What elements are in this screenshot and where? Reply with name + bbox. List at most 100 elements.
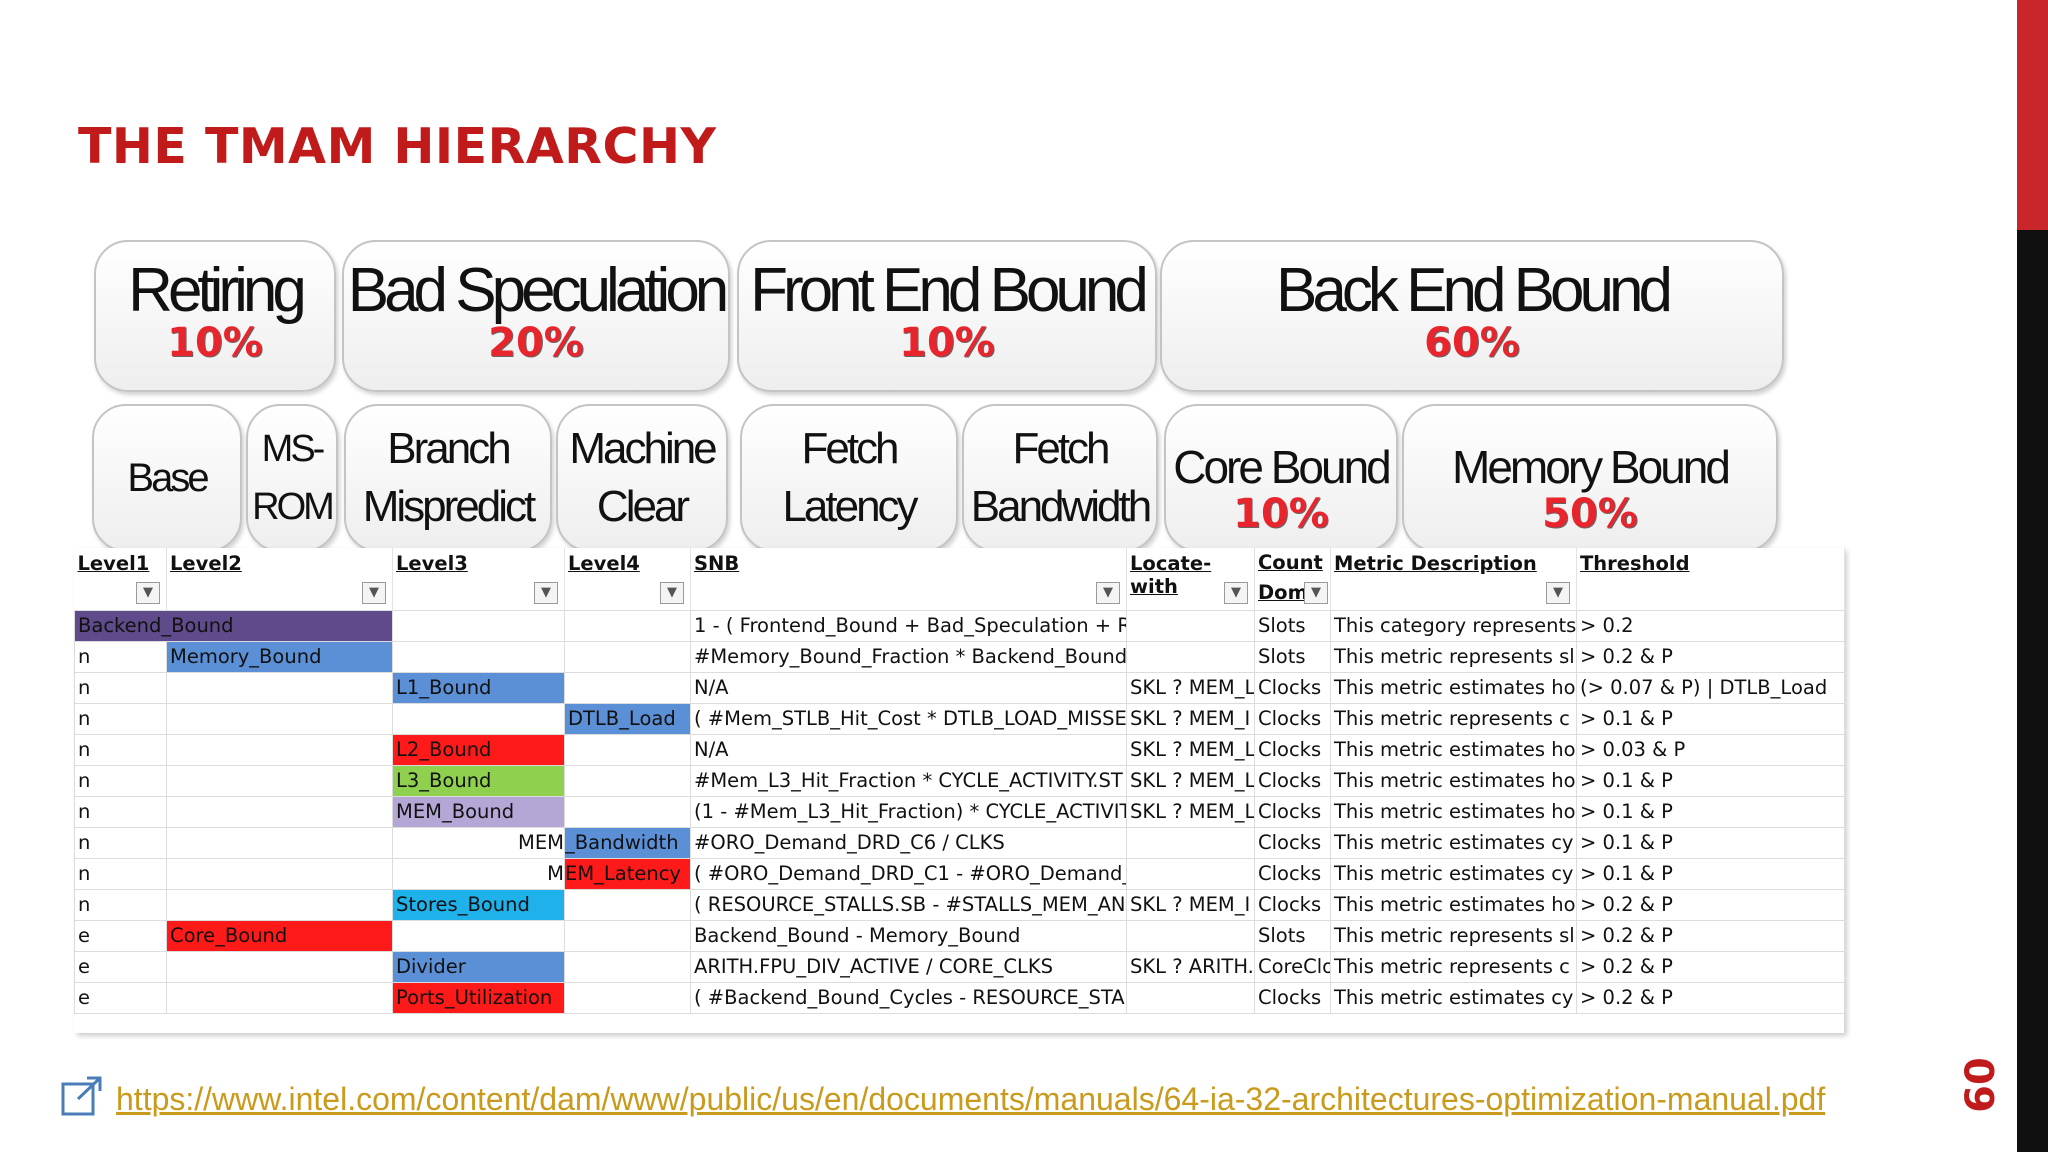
table-cell[interactable] xyxy=(564,640,691,673)
table-cell[interactable]: Stores_Bound xyxy=(392,888,565,921)
table-cell[interactable]: ( #Backend_Bound_Cycles - RESOURCE_STALL… xyxy=(690,981,1127,1014)
table-cell[interactable] xyxy=(166,950,393,983)
table-cell[interactable] xyxy=(166,671,393,704)
table-cell[interactable]: L2_Bound xyxy=(392,733,565,766)
table-cell[interactable]: ( #ORO_Demand_DRD_C1 - #ORO_Demand_DRD_C… xyxy=(690,857,1127,890)
table-cell[interactable]: This metric estimates ho xyxy=(1330,764,1577,797)
table-cell[interactable]: This metric estimates cy xyxy=(1330,826,1577,859)
table-cell[interactable]: DTLB_Load xyxy=(564,702,691,735)
table-cell[interactable] xyxy=(392,609,565,642)
table-cell[interactable]: > 0.2 & P xyxy=(1576,888,1845,921)
table-cell[interactable]: n xyxy=(74,640,167,673)
table-cell[interactable]: > 0.2 xyxy=(1576,609,1845,642)
table-cell[interactable]: _Bandwidth xyxy=(564,826,691,859)
table-cell[interactable]: n xyxy=(74,795,167,828)
table-cell[interactable] xyxy=(166,795,393,828)
table-cell[interactable]: > 0.2 & P xyxy=(1576,950,1845,983)
table-cell[interactable]: This metric represents c xyxy=(1330,950,1577,983)
table-cell[interactable]: > 0.2 & P xyxy=(1576,919,1845,952)
table-cell[interactable]: Clocks xyxy=(1254,764,1331,797)
table-cell[interactable]: n xyxy=(74,702,167,735)
filter-dropdown-icon[interactable]: ▼ xyxy=(362,581,386,604)
table-cell[interactable]: #Memory_Bound_Fraction * Backend_Bound xyxy=(690,640,1127,673)
table-cell[interactable]: > 0.03 & P xyxy=(1576,733,1845,766)
table-cell[interactable] xyxy=(1126,826,1255,859)
table-cell[interactable]: > 0.1 & P xyxy=(1576,826,1845,859)
table-cell[interactable]: L1_Bound xyxy=(392,671,565,704)
table-cell[interactable]: L3_Bound xyxy=(392,764,565,797)
table-cell[interactable]: Clocks xyxy=(1254,795,1331,828)
table-cell[interactable]: n xyxy=(74,733,167,766)
table-cell[interactable]: This metric estimates cy xyxy=(1330,981,1577,1014)
table-cell[interactable]: ( RESOURCE_STALLS.SB - #STALLS_MEM_AN xyxy=(690,888,1127,921)
table-cell[interactable]: Clocks xyxy=(1254,981,1331,1014)
table-cell[interactable]: Clocks xyxy=(1254,733,1331,766)
table-cell[interactable]: M xyxy=(392,857,565,890)
table-cell[interactable]: > 0.2 & P xyxy=(1576,981,1845,1014)
table-cell[interactable]: Ports_Utilization xyxy=(392,981,565,1014)
table-cell[interactable]: SKL ? ARITH.I xyxy=(1126,950,1255,983)
table-cell[interactable]: MEM xyxy=(392,826,565,859)
table-cell[interactable] xyxy=(564,919,691,952)
table-cell[interactable]: This metric estimates ho xyxy=(1330,733,1577,766)
table-cell[interactable] xyxy=(1126,857,1255,890)
table-cell[interactable]: This metric represents c xyxy=(1330,702,1577,735)
table-cell[interactable]: Clocks xyxy=(1254,888,1331,921)
table-cell[interactable]: This category represents xyxy=(1330,609,1577,642)
table-cell[interactable]: n xyxy=(74,764,167,797)
table-cell[interactable] xyxy=(564,764,691,797)
table-cell[interactable]: MEM_Bound xyxy=(392,795,565,828)
table-cell[interactable]: SKL ? MEM_L xyxy=(1126,764,1255,797)
table-cell[interactable] xyxy=(166,857,393,890)
table-cell[interactable]: This metric estimates ho xyxy=(1330,671,1577,704)
table-cell[interactable]: This metric represents sl xyxy=(1330,640,1577,673)
table-cell[interactable] xyxy=(166,981,393,1014)
table-cell[interactable] xyxy=(392,919,565,952)
table-cell[interactable]: n xyxy=(74,888,167,921)
table-cell[interactable] xyxy=(564,609,691,642)
table-cell[interactable]: SKL ? MEM_L xyxy=(1126,795,1255,828)
table-cell[interactable]: n xyxy=(74,857,167,890)
table-cell[interactable]: n xyxy=(74,826,167,859)
table-cell[interactable]: > 0.1 & P xyxy=(1576,702,1845,735)
table-cell[interactable] xyxy=(1126,919,1255,952)
table-cell[interactable]: SKL ? MEM_I xyxy=(1126,702,1255,735)
table-cell[interactable]: SKL ? MEM_L xyxy=(1126,733,1255,766)
table-cell[interactable]: > 0.1 & P xyxy=(1576,764,1845,797)
filter-dropdown-icon[interactable]: ▼ xyxy=(1224,581,1248,604)
table-cell[interactable] xyxy=(564,671,691,704)
table-cell[interactable]: Divider xyxy=(392,950,565,983)
table-cell[interactable]: This metric estimates ho xyxy=(1330,795,1577,828)
table-cell[interactable] xyxy=(1126,981,1255,1014)
table-cell[interactable]: ARITH.FPU_DIV_ACTIVE / CORE_CLKS xyxy=(690,950,1127,983)
filter-dropdown-icon[interactable]: ▼ xyxy=(1546,581,1570,604)
table-cell[interactable]: #ORO_Demand_DRD_C6 / CLKS xyxy=(690,826,1127,859)
table-cell[interactable]: Slots xyxy=(1254,919,1331,952)
table-cell[interactable] xyxy=(564,888,691,921)
filter-dropdown-icon[interactable]: ▼ xyxy=(660,581,684,604)
table-cell[interactable]: e xyxy=(74,981,167,1014)
table-cell[interactable]: Backend_Bound - Memory_Bound xyxy=(690,919,1127,952)
filter-dropdown-icon[interactable]: ▼ xyxy=(1304,581,1328,604)
table-cell[interactable] xyxy=(564,733,691,766)
table-cell[interactable] xyxy=(392,640,565,673)
table-cell[interactable]: This metric represents sl xyxy=(1330,919,1577,952)
table-cell[interactable]: (1 - #Mem_L3_Hit_Fraction) * CYCLE_ACTIV… xyxy=(690,795,1127,828)
filter-dropdown-icon[interactable]: ▼ xyxy=(136,581,160,604)
table-cell[interactable] xyxy=(166,826,393,859)
table-cell[interactable] xyxy=(1126,609,1255,642)
table-cell[interactable]: 1 - ( Frontend_Bound + Bad_Speculation +… xyxy=(690,609,1127,642)
table-cell[interactable]: #Mem_L3_Hit_Fraction * CYCLE_ACTIVITY.ST xyxy=(690,764,1127,797)
table-cell[interactable]: CoreClo xyxy=(1254,950,1331,983)
reference-link[interactable]: https://www.intel.com/content/dam/www/pu… xyxy=(116,1081,1826,1117)
table-cell[interactable]: e xyxy=(74,950,167,983)
table-cell[interactable]: Clocks xyxy=(1254,702,1331,735)
table-cell[interactable]: EM_Latency xyxy=(564,857,691,890)
table-cell[interactable]: SKL ? MEM_L xyxy=(1126,671,1255,704)
table-cell[interactable] xyxy=(166,764,393,797)
table-cell[interactable]: SKL ? MEM_I xyxy=(1126,888,1255,921)
table-cell[interactable]: Slots xyxy=(1254,640,1331,673)
table-cell[interactable] xyxy=(166,733,393,766)
filter-dropdown-icon[interactable]: ▼ xyxy=(1096,581,1120,604)
table-cell[interactable]: Clocks xyxy=(1254,671,1331,704)
